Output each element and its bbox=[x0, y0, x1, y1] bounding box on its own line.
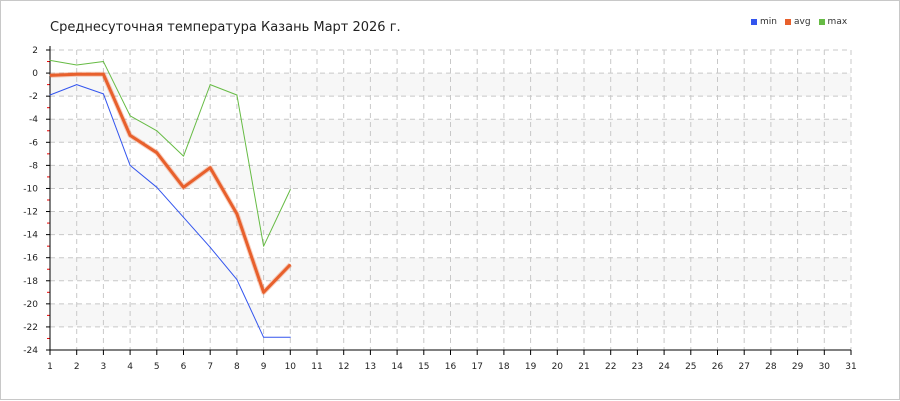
data-point-avg bbox=[76, 73, 78, 75]
data-point-avg bbox=[129, 134, 131, 136]
data-point-avg bbox=[289, 264, 291, 266]
x-tick-label: 24 bbox=[658, 362, 670, 372]
data-point-avg bbox=[102, 73, 104, 75]
grid-band bbox=[50, 73, 851, 97]
x-tick-label: 19 bbox=[525, 362, 537, 372]
data-point-max bbox=[263, 245, 265, 247]
data-point-max bbox=[236, 94, 238, 96]
y-tick-label: -2 bbox=[29, 92, 38, 102]
y-tick-label: -10 bbox=[23, 184, 38, 194]
data-point-avg bbox=[156, 152, 158, 154]
legend-label: min bbox=[760, 17, 777, 27]
data-point-min bbox=[102, 93, 104, 95]
data-point-min bbox=[129, 164, 131, 166]
series-line-max bbox=[49, 59, 291, 247]
y-tick-label: -4 bbox=[29, 115, 38, 125]
x-tick-label: 16 bbox=[445, 362, 457, 372]
x-tick-label: 14 bbox=[391, 362, 403, 372]
y-tick-label: 2 bbox=[32, 46, 38, 56]
y-tick-label: -12 bbox=[23, 208, 38, 218]
x-tick-label: 1 bbox=[47, 362, 53, 372]
data-point-avg bbox=[263, 291, 265, 293]
data-point-max bbox=[289, 189, 291, 191]
x-tick-label: 6 bbox=[181, 362, 187, 372]
x-tick-label: 5 bbox=[154, 362, 160, 372]
x-tick-label: 3 bbox=[101, 362, 107, 372]
x-tick-label: 21 bbox=[578, 362, 589, 372]
x-tick-label: 13 bbox=[365, 362, 376, 372]
data-point-min bbox=[236, 279, 238, 281]
y-tick-label: -16 bbox=[23, 254, 38, 264]
data-point-min bbox=[263, 336, 265, 338]
x-tick-label: 2 bbox=[74, 362, 80, 372]
data-point-avg bbox=[209, 167, 211, 169]
legend-swatch bbox=[818, 19, 825, 25]
data-point-min bbox=[289, 336, 291, 338]
x-tick-label: 12 bbox=[338, 362, 349, 372]
y-tick-label: -22 bbox=[23, 323, 38, 333]
data-point-max bbox=[76, 64, 78, 66]
x-tick-label: 10 bbox=[285, 362, 297, 372]
data-point-max bbox=[183, 155, 184, 157]
legend-item-min: min bbox=[751, 17, 777, 27]
y-tick-label: -14 bbox=[23, 231, 38, 241]
series-line-min bbox=[49, 84, 291, 338]
x-tick-label: 31 bbox=[845, 362, 856, 372]
x-tick-label: 4 bbox=[127, 362, 133, 372]
x-tick-label: 30 bbox=[819, 362, 831, 372]
x-tick-label: 8 bbox=[234, 362, 240, 372]
x-tick-label: 11 bbox=[311, 362, 322, 372]
y-tick-label: 0 bbox=[32, 69, 38, 79]
data-point-min bbox=[76, 84, 78, 86]
data-point-max bbox=[156, 130, 158, 132]
x-tick-label: 7 bbox=[207, 362, 213, 372]
data-point-max bbox=[129, 115, 131, 117]
data-point-min bbox=[183, 216, 184, 218]
x-tick-label: 15 bbox=[418, 362, 429, 372]
legend-item-max: max bbox=[818, 17, 848, 27]
legend-swatch bbox=[784, 19, 791, 25]
data-point-min bbox=[49, 94, 51, 96]
x-tick-label: 27 bbox=[738, 362, 749, 372]
chart-title: Среднесуточная температура Казань Март 2… bbox=[50, 20, 401, 35]
data-point-min bbox=[156, 186, 158, 188]
x-tick-label: 17 bbox=[471, 362, 482, 372]
data-point-min bbox=[209, 246, 211, 248]
x-tick-label: 26 bbox=[712, 362, 724, 372]
x-tick-label: 18 bbox=[498, 362, 510, 372]
data-point-max bbox=[102, 61, 104, 63]
x-tick-label: 22 bbox=[605, 362, 616, 372]
legend-swatch bbox=[751, 19, 757, 25]
legend: min avg max bbox=[751, 17, 847, 27]
x-tick-label: 29 bbox=[792, 362, 804, 372]
data-point-avg bbox=[236, 213, 238, 215]
data-point-max bbox=[209, 84, 211, 86]
y-tick-label: -8 bbox=[29, 161, 38, 171]
y-tick-label: -24 bbox=[23, 346, 38, 356]
data-point-avg bbox=[49, 74, 51, 76]
data-point-max bbox=[49, 59, 51, 61]
x-tick-label: 20 bbox=[552, 362, 564, 372]
legend-item-avg: avg bbox=[784, 17, 811, 27]
x-tick-label: 28 bbox=[765, 362, 777, 372]
legend-label: max bbox=[827, 17, 848, 27]
y-tick-label: -6 bbox=[29, 138, 38, 148]
data-point-avg bbox=[183, 186, 184, 188]
y-tick-label: -18 bbox=[23, 277, 38, 287]
x-tick-label: 25 bbox=[685, 362, 696, 372]
y-tick-label: -20 bbox=[23, 300, 38, 310]
grid-band bbox=[50, 119, 851, 143]
series-line-avg bbox=[49, 72, 292, 294]
x-tick-label: 23 bbox=[632, 362, 643, 372]
legend-label: avg bbox=[793, 17, 811, 27]
x-tick-label: 9 bbox=[261, 362, 267, 372]
